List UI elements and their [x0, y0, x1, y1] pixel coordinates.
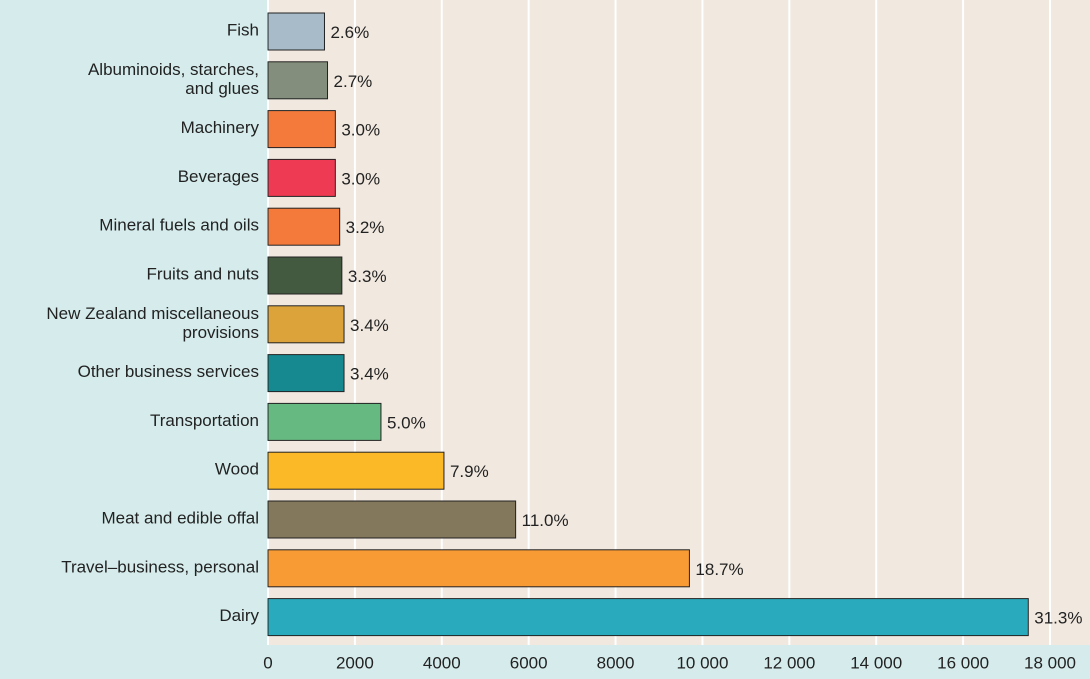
category-line: Wood [215, 460, 259, 479]
category-line: Mineral fuels and oils [99, 216, 259, 235]
bar [267, 256, 343, 295]
value-label: 11.0% [522, 511, 569, 530]
category-label: Travel–business, personal [61, 558, 259, 577]
bar [267, 305, 345, 344]
x-tick-label: 16 000 [937, 653, 989, 672]
category-label: New Zealand miscellaneous provisions [46, 304, 259, 342]
bar [267, 207, 341, 246]
value-label: 3.0% [341, 121, 380, 140]
category-label: Machinery [181, 119, 260, 138]
x-tick-label: 14 000 [850, 653, 902, 672]
value-label: 2.6% [330, 23, 369, 42]
value-label: 7.9% [450, 462, 489, 481]
category-line: Beverages [178, 167, 259, 186]
bar [267, 451, 445, 490]
value-label: 31.3% [1034, 609, 1082, 628]
x-tick-label: 0 [263, 653, 272, 672]
x-tick-label: 6000 [510, 653, 548, 672]
bar [267, 354, 345, 393]
bar [267, 549, 690, 588]
category-label: Wood [215, 460, 259, 479]
category-label: Fruits and nuts [147, 265, 259, 284]
value-label: 5.0% [387, 413, 426, 432]
category-label: Other business services [78, 363, 259, 382]
category-label: Transportation [150, 411, 259, 430]
bar [267, 500, 517, 539]
plot-area [268, 0, 1090, 645]
category-line: Transportation [150, 411, 259, 430]
category-label: Dairy [219, 607, 259, 626]
category-line: Travel–business, personal [61, 558, 259, 577]
value-label: 3.4% [350, 316, 389, 335]
bar [267, 158, 336, 197]
category-line: Dairy [219, 607, 259, 626]
value-label: 3.3% [348, 267, 387, 286]
x-tick-label: 12 000 [763, 653, 815, 672]
value-label: 2.7% [334, 72, 373, 91]
category-line: Albuminoids, starches, [88, 60, 259, 79]
bar [267, 61, 329, 100]
category-label: Beverages [178, 167, 259, 186]
category-line: Machinery [181, 119, 260, 138]
bar [267, 402, 382, 441]
category-label: Albuminoids, starches, and glues [88, 60, 259, 98]
category-line: Fish [227, 21, 259, 40]
value-label: 3.2% [346, 218, 385, 237]
category-label: Fish [227, 21, 259, 40]
category-label: Meat and edible offal [101, 509, 259, 528]
x-tick-label: 18 000 [1024, 653, 1076, 672]
value-label: 3.4% [350, 365, 389, 384]
value-label: 3.0% [341, 169, 380, 188]
bar [267, 598, 1029, 637]
x-tick-label: 8000 [597, 653, 635, 672]
category-line: Meat and edible offal [101, 509, 259, 528]
value-label: 18.7% [695, 560, 743, 579]
bar [267, 110, 336, 149]
category-line: Fruits and nuts [147, 265, 259, 284]
category-line: Other business services [78, 363, 259, 382]
category-line: New Zealand miscellaneous [46, 304, 259, 323]
x-tick-label: 2000 [336, 653, 374, 672]
x-tick-label: 4000 [423, 653, 461, 672]
category-line: and glues [185, 79, 259, 98]
category-line: provisions [182, 323, 259, 342]
x-tick-label: 10 000 [676, 653, 728, 672]
bar [267, 12, 325, 51]
category-label: Mineral fuels and oils [99, 216, 259, 235]
